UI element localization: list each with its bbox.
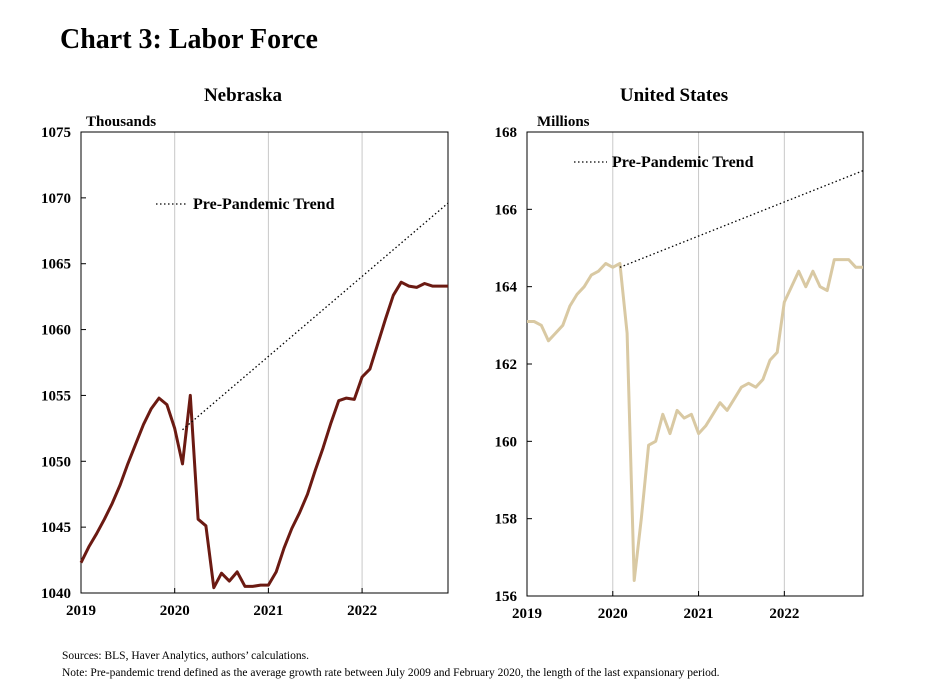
x-tick-label: 2021 [684, 606, 714, 622]
y-tick-label: 162 [495, 357, 518, 373]
y-unit-label: Millions [537, 114, 590, 130]
y-tick-label: 1040 [41, 586, 71, 602]
sources-note: Sources: BLS, Haver Analytics, authors’ … [62, 650, 309, 662]
pre-pandemic-trend-line [182, 202, 449, 431]
x-tick-label: 2022 [769, 606, 799, 622]
y-tick-label: 1045 [41, 520, 71, 536]
x-tick-label: 2019 [66, 603, 96, 619]
plot-frame [526, 131, 864, 597]
methodology-note: Note: Pre-pandemic trend defined as the … [62, 667, 720, 679]
panel-title: Nebraska [204, 85, 283, 106]
legend-label: Pre-Pandemic Trend [193, 196, 335, 213]
y-tick-label: 160 [495, 434, 518, 450]
united-states-series-line [527, 258, 863, 582]
y-tick-label: 1075 [41, 125, 71, 141]
chart-title: Chart 3: Labor Force [60, 24, 318, 55]
y-tick-label: 1065 [41, 257, 71, 273]
nebraska-panel: Nebraska Thousands 1040 1045 1050 1055 1060 106… [41, 85, 449, 619]
nebraska-series-line [79, 280, 448, 590]
y-unit-label: Thousands [86, 114, 156, 130]
x-tick-label: 2020 [598, 606, 628, 622]
panel-title: United States [620, 85, 728, 106]
y-tick-label: 1050 [41, 454, 71, 470]
y-tick-label: 164 [495, 280, 518, 296]
plot-frame [80, 131, 449, 594]
y-tick-label: 156 [495, 589, 518, 605]
pre-pandemic-trend-line [619, 170, 864, 268]
y-tick-label: 1055 [41, 388, 71, 404]
footnotes: Sources: BLS, Haver Analytics, authors’ … [62, 648, 720, 682]
y-tick-label: 1060 [41, 323, 71, 339]
y-tick-label: 166 [495, 202, 518, 218]
x-tick-label: 2021 [253, 603, 283, 619]
x-tick-label: 2022 [347, 603, 377, 619]
x-tick-label: 2020 [160, 603, 190, 619]
legend-label: Pre-Pandemic Trend [612, 154, 754, 171]
y-tick-label: 158 [495, 512, 518, 528]
united-states-panel: United States Millions 156 158 160 162 164 166 1… [495, 85, 864, 622]
y-tick-label: 168 [495, 125, 518, 141]
x-tick-label: 2019 [512, 606, 542, 622]
y-tick-label: 1070 [41, 191, 71, 207]
